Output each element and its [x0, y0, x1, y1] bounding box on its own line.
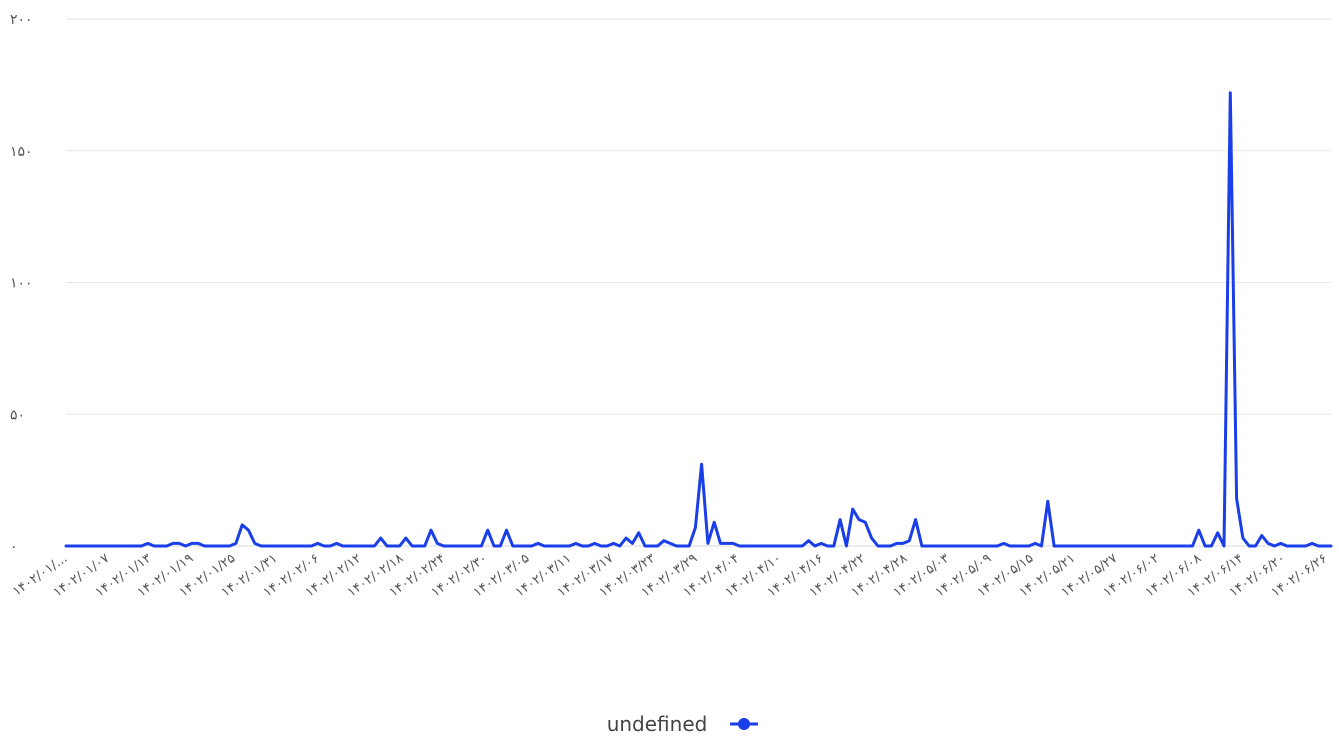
legend-circle-marker — [738, 718, 750, 730]
y-axis-ticks: ۰ ۵۰ ۱۰۰ ۱۵۰ ۲۰۰ — [10, 12, 33, 555]
x-axis-ticks: ۱۴۰۲/۰۱/...۱۴۰۲/۰۱/۰۷۱۴۰۲/۰۱/۱۳۱۴۰۲/۰۱/۱… — [10, 551, 1330, 600]
series-line-undefined — [64, 91, 1333, 548]
gridlines — [66, 18, 1331, 547]
legend-label-undefined[interactable]: undefined — [607, 712, 708, 736]
y-tick-label: ۵۰ — [10, 407, 25, 423]
y-tick-label: ۲۰۰ — [10, 12, 33, 28]
series-lines — [64, 91, 1333, 548]
y-tick-label: ۰ — [10, 539, 18, 555]
y-tick-label: ۱۵۰ — [10, 144, 33, 160]
legend[interactable]: undefined — [607, 712, 758, 736]
y-tick-label: ۱۰۰ — [10, 276, 33, 292]
